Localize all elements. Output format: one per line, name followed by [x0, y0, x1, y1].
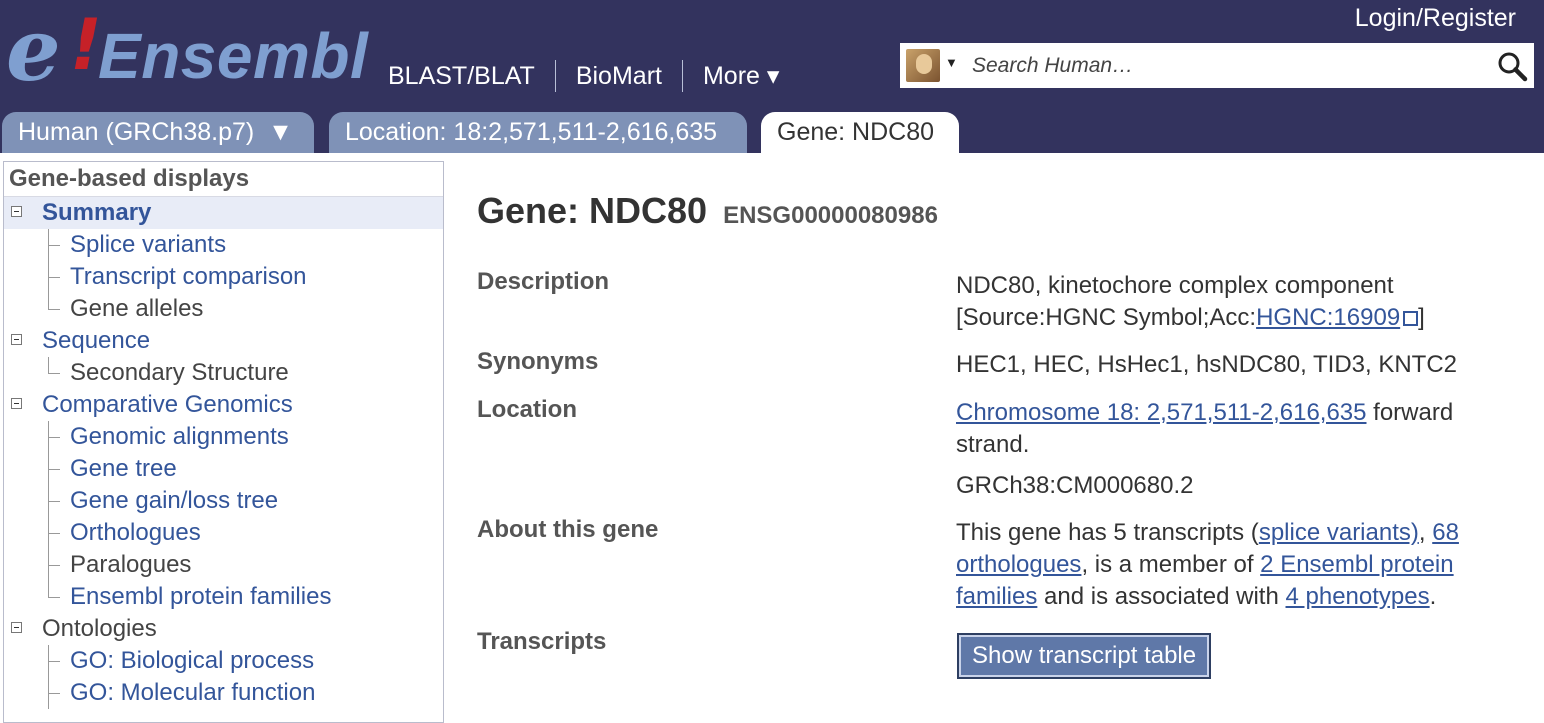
collapse-toggle-icon[interactable] [11, 622, 22, 633]
search-input[interactable] [970, 47, 1474, 85]
collapse-toggle-icon[interactable] [11, 206, 22, 217]
external-link-icon[interactable] [1403, 311, 1419, 326]
sidebar-item-label: GO: Molecular function [70, 679, 316, 706]
search-icon[interactable] [1496, 50, 1528, 82]
sidebar-item-paralogues: Paralogues [4, 549, 443, 581]
login-register-link[interactable]: Login/Register [1354, 4, 1516, 32]
sidebar-item-protein-families[interactable]: Ensembl protein families [4, 581, 443, 613]
description-label: Description [477, 268, 610, 295]
human-species-icon[interactable] [906, 49, 940, 82]
transcripts-label: Transcripts [477, 628, 607, 655]
about-text: This gene has 5 transcripts ( [956, 519, 1259, 546]
species-dropdown-caret-icon[interactable]: ▼ [945, 55, 958, 70]
sidebar-item-label: Gene tree [70, 455, 177, 482]
sidebar-item-label: Genomic alignments [70, 423, 289, 450]
sidebar-item-splice-variants[interactable]: Splice variants [4, 229, 443, 261]
logo-bang: ! [70, 4, 102, 86]
sidebar-item-label: Paralogues [70, 551, 192, 578]
collapse-toggle-icon[interactable] [11, 398, 22, 409]
about-text: and is associated with [1037, 583, 1286, 610]
tab-gene[interactable]: Gene: NDC80 [761, 112, 959, 153]
description-source-suffix: ] [1418, 304, 1425, 331]
sidebar-item-summary[interactable]: Summary [4, 197, 443, 229]
description-source-prefix: [Source:HGNC Symbol;Acc: [956, 304, 1257, 331]
description-value: NDC80, kinetochore complex component [So… [956, 270, 1516, 334]
splice-variants-link[interactable]: splice variants) [1258, 519, 1419, 546]
location-link[interactable]: Chromosome 18: 2,571,511-2,616,635 [956, 399, 1367, 426]
sidebar-heading: Gene-based displays [4, 162, 443, 197]
sidebar-item-label: Ensembl protein families [70, 583, 332, 610]
sidebar-item-go-molecular-function[interactable]: GO: Molecular function [4, 677, 443, 709]
sidebar-item-comparative-genomics[interactable]: Comparative Genomics [4, 389, 443, 421]
assembly-value: GRCh38:CM000680.2 [956, 472, 1194, 499]
tab-species[interactable]: Human (GRCh38.p7) ▼ [2, 112, 314, 153]
about-text: , [1418, 519, 1433, 546]
about-value: This gene has 5 transcripts (splice vari… [956, 517, 1501, 613]
sidebar: Gene-based displays Summary Splice varia… [3, 161, 444, 723]
more-menu[interactable]: More ▾ [702, 62, 780, 90]
tab-location-label: Location: 18:2,571,511-2,616,635 [345, 118, 718, 146]
sidebar-item-label: Gene alleles [70, 295, 204, 322]
nav-divider [681, 60, 683, 92]
orthologues-link[interactable]: 68 orthologues [956, 519, 1459, 578]
sidebar-item-sequence[interactable]: Sequence [4, 325, 443, 357]
about-text: , is a member of [1081, 551, 1261, 578]
synonyms-label: Synonyms [477, 348, 599, 375]
phenotypes-link[interactable]: 4 phenotypes [1285, 583, 1430, 610]
sidebar-item-label: Summary [42, 199, 152, 226]
logo-word: Ensembl [98, 20, 369, 92]
nav-divider [554, 60, 556, 92]
sidebar-item-ontologies: Ontologies [4, 613, 443, 645]
stable-id: ENSG00000080986 [723, 202, 938, 229]
about-label: About this gene [477, 516, 659, 543]
sidebar-item-label: Secondary Structure [70, 359, 289, 386]
about-text: . [1429, 583, 1437, 610]
sidebar-item-genomic-alignments[interactable]: Genomic alignments [4, 421, 443, 453]
sidebar-item-label: GO: Biological process [70, 647, 315, 674]
sidebar-item-label: Transcript comparison [70, 263, 307, 290]
sidebar-item-go-biological-process[interactable]: GO: Biological process [4, 645, 443, 677]
collapse-toggle-icon[interactable] [11, 334, 22, 345]
tab-gene-label: Gene: NDC80 [777, 118, 935, 146]
sidebar-item-orthologues[interactable]: Orthologues [4, 517, 443, 549]
ensembl-logo[interactable]: e ! Ensembl [6, 6, 376, 96]
synonyms-value: HEC1, HEC, HsHec1, hsNDC80, TID3, KNTC2 [956, 351, 1458, 378]
sidebar-item-gene-alleles: Gene alleles [4, 293, 443, 325]
sidebar-item-label: Sequence [42, 327, 151, 354]
top-navigation: BLAST/BLAT BioMart More ▾ [388, 58, 799, 94]
page-title: Gene: NDC80 ENSG00000080986 [477, 190, 938, 232]
protein-families-link[interactable]: 2 Ensembl protein families [956, 551, 1454, 610]
location-value: Chromosome 18: 2,571,511-2,616,635 forwa… [956, 397, 1516, 461]
species-face [916, 54, 932, 74]
location-label: Location [477, 396, 577, 423]
sidebar-item-secondary-structure: Secondary Structure [4, 357, 443, 389]
description-text: NDC80, kinetochore complex component [956, 272, 1394, 299]
sidebar-item-label: Orthologues [70, 519, 201, 546]
logo-e: e [6, 0, 61, 101]
hgnc-link[interactable]: HGNC:16909 [1256, 304, 1401, 331]
sidebar-item-label: Splice variants [70, 231, 227, 258]
gene-title: Gene: NDC80 [477, 190, 708, 231]
sidebar-item-label: Gene gain/loss tree [70, 487, 279, 514]
tab-location[interactable]: Location: 18:2,571,511-2,616,635 [329, 112, 747, 153]
blast-link[interactable]: BLAST/BLAT [388, 62, 535, 90]
show-transcript-table-button[interactable]: Show transcript table [957, 633, 1212, 679]
sidebar-item-transcript-comparison[interactable]: Transcript comparison [4, 261, 443, 293]
search-box: ▼ [900, 43, 1534, 88]
tab-species-label: Human (GRCh38.p7) ▼ [18, 118, 293, 146]
masthead: e ! Ensembl BLAST/BLAT BioMart More ▾ Lo… [0, 0, 1544, 153]
sidebar-item-gene-tree[interactable]: Gene tree [4, 453, 443, 485]
sidebar-item-label: Ontologies [42, 615, 157, 642]
strand-text: forward strand. [956, 399, 1454, 458]
biomart-link[interactable]: BioMart [575, 62, 662, 90]
sidebar-item-label: Comparative Genomics [42, 391, 293, 418]
sidebar-item-gene-gain-loss-tree[interactable]: Gene gain/loss tree [4, 485, 443, 517]
